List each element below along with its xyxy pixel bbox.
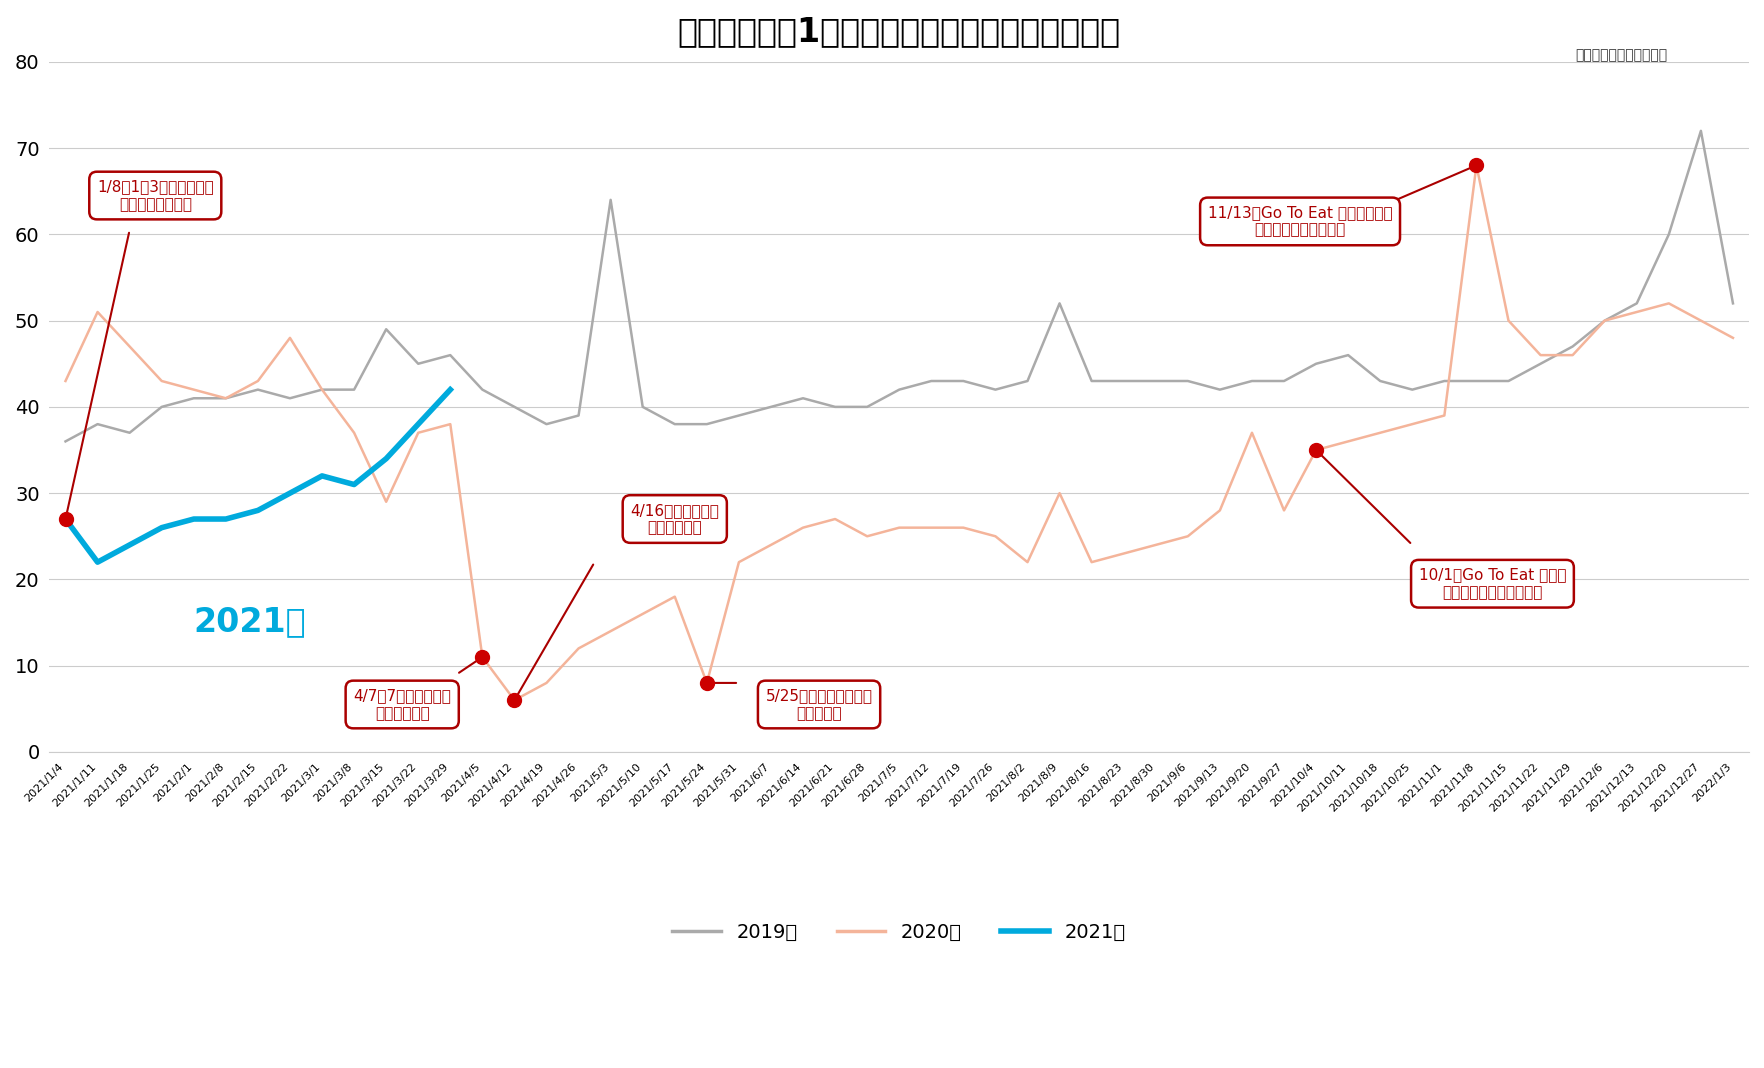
- Text: 10/1　Go To Eat キャン
ペーンが全国で順次開始: 10/1 Go To Eat キャン ペーンが全国で順次開始: [1418, 567, 1566, 600]
- Text: 4/7　7都府県に緊急
事態宣言発令: 4/7 7都府県に緊急 事態宣言発令: [353, 688, 452, 721]
- Text: 11/13　Go To Eat キャンペーン
ポイント付与終了予告: 11/13 Go To Eat キャンペーン ポイント付与終了予告: [1208, 205, 1392, 237]
- Text: 出典：株式会社エビソル: 出典：株式会社エビソル: [1575, 48, 1667, 62]
- Text: 1/8　1都3県に二度目の
緊急事態宣言発令: 1/8 1都3県に二度目の 緊急事態宣言発令: [97, 179, 213, 211]
- Title: 全国における1店舗あたりの平均予約件数の推移: 全国における1店舗あたりの平均予約件数の推移: [677, 15, 1120, 48]
- Text: 4/16　全国に緊急
事態宣言発令: 4/16 全国に緊急 事態宣言発令: [630, 503, 720, 535]
- Legend: 2019年, 2020年, 2021年: 2019年, 2020年, 2021年: [665, 914, 1134, 949]
- Text: 5/25　全国で緊急事態
宣言が解除: 5/25 全国で緊急事態 宣言が解除: [766, 688, 873, 721]
- Text: 2021年: 2021年: [194, 606, 307, 639]
